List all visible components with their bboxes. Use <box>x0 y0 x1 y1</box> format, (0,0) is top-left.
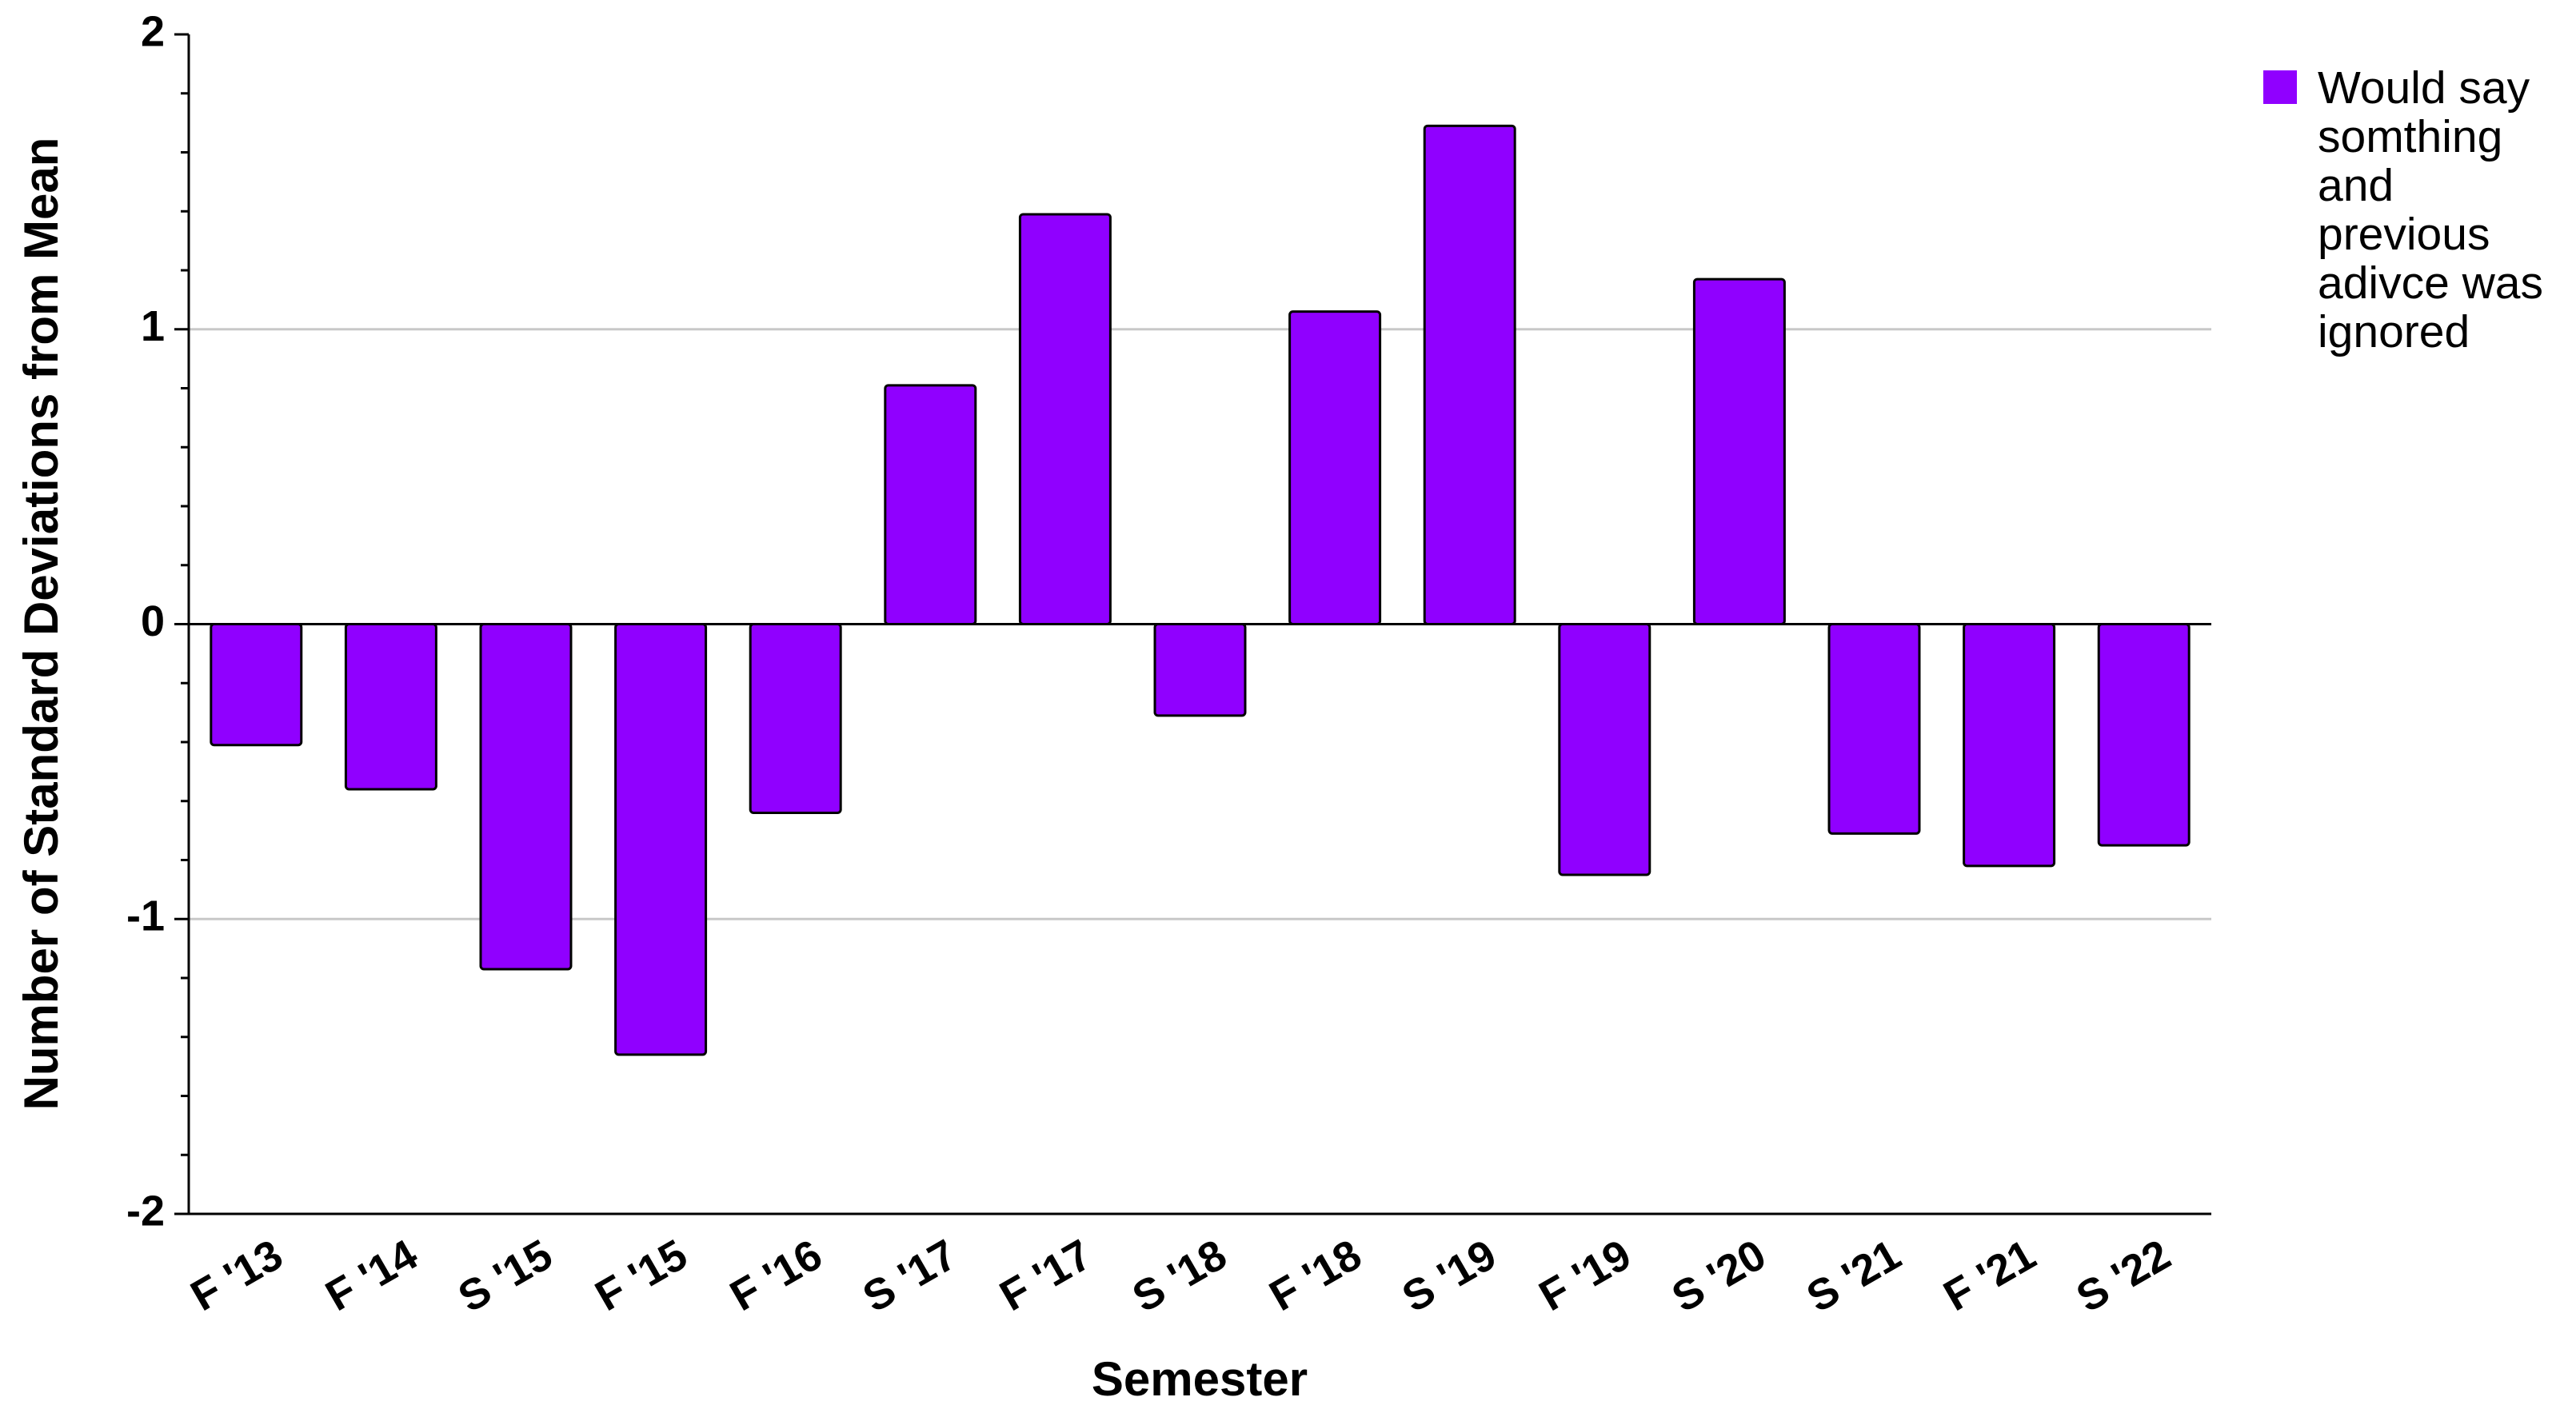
legend-label: Would say somthing and previous adivce w… <box>2318 62 2543 357</box>
x-axis-title: Semester <box>1092 1352 1308 1406</box>
x-tick-label: S '18 <box>1124 1231 1234 1322</box>
x-tick-label: S '17 <box>855 1231 965 1322</box>
x-tick-label: S '15 <box>450 1231 560 1322</box>
bar <box>1827 623 1921 835</box>
x-tick-label: F '15 <box>588 1231 696 1320</box>
bar <box>1692 277 1786 625</box>
bar <box>614 623 708 1056</box>
x-tick-label: F '18 <box>1262 1231 1370 1320</box>
x-tick-label: F '16 <box>722 1231 830 1320</box>
x-tick-label: F '14 <box>318 1231 425 1320</box>
y-tick-label: 1 <box>141 302 165 350</box>
bar <box>1423 124 1516 625</box>
x-tick-label: F '13 <box>183 1231 291 1320</box>
bar <box>1558 623 1651 876</box>
x-tick-label: F '21 <box>1936 1231 2044 1320</box>
x-tick-label: F '19 <box>1532 1231 1639 1320</box>
bar <box>1963 623 2056 868</box>
y-tick-label: -1 <box>126 892 165 940</box>
bar <box>2097 623 2191 847</box>
bar <box>479 623 573 971</box>
bar <box>210 623 303 747</box>
y-axis-title: Number of Standard Deviations from Mean <box>14 138 68 1111</box>
x-tick-label: S '20 <box>1664 1231 1774 1322</box>
bar <box>749 623 842 814</box>
bar <box>1153 623 1247 717</box>
bar <box>1288 310 1382 625</box>
x-tick-label: F '17 <box>992 1231 1100 1320</box>
bar <box>1018 213 1112 625</box>
y-tick-label: 2 <box>141 7 165 55</box>
legend-swatch <box>2263 70 2297 104</box>
y-tick-label: 0 <box>141 597 165 645</box>
x-tick-label: S '19 <box>1394 1231 1504 1322</box>
legend: Would say somthing and previous adivce w… <box>2263 64 2566 357</box>
bar <box>884 384 977 625</box>
y-tick-label: -2 <box>126 1187 165 1235</box>
x-tick-label: S '22 <box>2068 1231 2178 1322</box>
bar <box>344 623 437 791</box>
x-tick-label: S '21 <box>1799 1231 1908 1322</box>
